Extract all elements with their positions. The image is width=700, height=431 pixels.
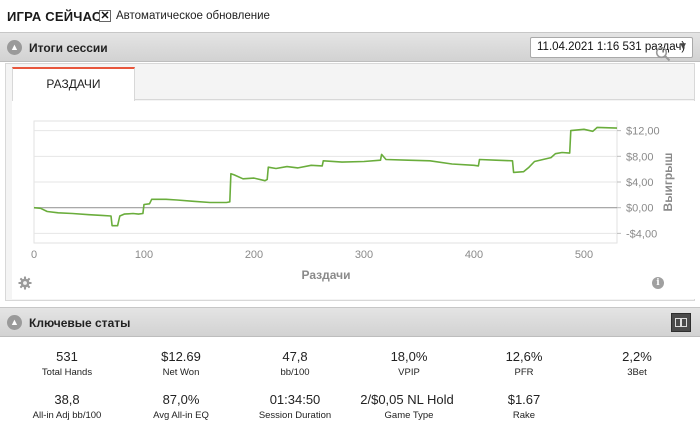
stat-net-won: $12.69 Net Won <box>126 349 236 378</box>
y-tick-label: $8,00 <box>626 151 654 163</box>
stat-bb-per-100: 47,8 bb/100 <box>240 349 350 378</box>
y-tick-label: $4,00 <box>626 177 654 189</box>
stat-value: 87,0% <box>162 392 200 407</box>
layout-toggle-icon[interactable] <box>671 313 691 332</box>
key-stats-title: Ключевые статы <box>29 316 131 330</box>
info-icon[interactable]: i <box>652 277 664 289</box>
stat-label: All-in Adj bb/100 <box>32 410 102 421</box>
stat-game-type: 2/$0,05 NL Hold Game Type <box>354 392 464 421</box>
key-stats-grid: 531 Total Hands $12.69 Net Won 47,8 bb/1… <box>0 339 700 431</box>
stat-value: 01:34:50 <box>269 392 321 407</box>
layout-column-left <box>675 318 681 327</box>
stat-label: Avg All-in EQ <box>153 410 209 421</box>
key-stats-header: ▲ Ключевые статы <box>0 307 700 337</box>
stat-3bet: 2,2% 3Bet <box>582 349 692 378</box>
x-tick-label: 400 <box>465 249 483 261</box>
x-tick-label: 300 <box>355 249 373 261</box>
y-tick-label: -$4,00 <box>626 228 657 240</box>
y-axis-label: Выигрыш <box>661 153 675 212</box>
x-axis-ticks: 0 100 200 300 400 500 <box>31 249 593 261</box>
y-tick-label: $12,00 <box>626 126 660 138</box>
session-select-value: 11.04.2021 1:16 531 раздач) <box>537 41 686 53</box>
stat-session-duration: 01:34:50 Session Duration <box>240 392 350 421</box>
y-tick-label: $0,00 <box>626 203 654 215</box>
top-bar: ИГРА СЕЙЧАС ✕ Автоматическое обновление <box>0 0 700 32</box>
stat-value: 2,2% <box>622 349 652 364</box>
chevron-up-icon[interactable]: ▲ <box>7 40 22 55</box>
chevron-down-icon: ▼ <box>678 41 688 52</box>
session-summary-header: ▲ Итоги сессии 11.04.2021 1:16 531 разда… <box>0 32 700 62</box>
y-axis-ticks: -$4,00 $0,00 $4,00 $8,00 $12,00 <box>617 126 660 240</box>
winnings-line <box>33 126 618 227</box>
chevron-up-icon[interactable]: ▲ <box>7 315 22 330</box>
session-select[interactable]: 11.04.2021 1:16 531 раздач) ▼ <box>530 37 693 58</box>
stat-label: bb/100 <box>280 367 310 378</box>
stat-label: Rake <box>512 410 536 421</box>
stat-label: Session Duration <box>258 410 332 421</box>
chart-tab-strip: РАЗДАЧИ <box>12 67 695 101</box>
stat-value: 38,8 <box>54 392 80 407</box>
stat-label: VPIP <box>398 367 420 378</box>
x-axis-label: Раздачи <box>302 268 351 282</box>
x-tick-label: 0 <box>31 249 37 261</box>
stat-allin-adj-bb: 38,8 All-in Adj bb/100 <box>12 392 122 421</box>
stat-value: 47,8 <box>282 349 308 364</box>
stat-total-hands: 531 Total Hands <box>12 349 122 378</box>
stat-value: 18,0% <box>390 349 428 364</box>
stat-value: 2/$0,05 NL Hold <box>360 392 454 407</box>
stat-avg-allin-eq: 87,0% Avg All-in EQ <box>126 392 236 421</box>
x-tick-label: 200 <box>245 249 263 261</box>
stat-pfr: 12,6% PFR <box>469 349 579 378</box>
stat-value: $12.69 <box>161 349 201 364</box>
session-summary-title: Итоги сессии <box>29 41 108 55</box>
auto-update-label[interactable]: Автоматическое обновление <box>116 10 270 22</box>
stat-label: Game Type <box>384 410 434 421</box>
x-tick-label: 100 <box>135 249 153 261</box>
tab-hands[interactable]: РАЗДАЧИ <box>12 67 135 101</box>
page-title: ИГРА СЕЙЧАС <box>7 9 102 24</box>
layout-column-right <box>681 318 687 327</box>
stat-rake: $1.67 Rake <box>469 392 579 421</box>
stat-label: Net Won <box>162 367 200 378</box>
gear-icon[interactable] <box>18 276 32 290</box>
stat-value: $1.67 <box>507 392 541 407</box>
chart-series <box>33 126 618 227</box>
stat-label: PFR <box>514 367 534 378</box>
stat-value: 531 <box>56 349 78 364</box>
stat-label: Total Hands <box>41 367 93 378</box>
auto-update-checkbox[interactable]: ✕ <box>99 10 111 22</box>
winnings-chart: 0 100 200 300 400 500 -$4,00 $0,00 $4,00 $8,00 $1… <box>31 120 675 282</box>
x-tick-label: 500 <box>575 249 593 261</box>
chart-grid <box>34 130 617 234</box>
stat-vpip: 18,0% VPIP <box>354 349 464 378</box>
stat-label: 3Bet <box>627 367 647 378</box>
stat-value: 12,6% <box>505 349 543 364</box>
magnifier-icon[interactable] <box>655 46 671 62</box>
